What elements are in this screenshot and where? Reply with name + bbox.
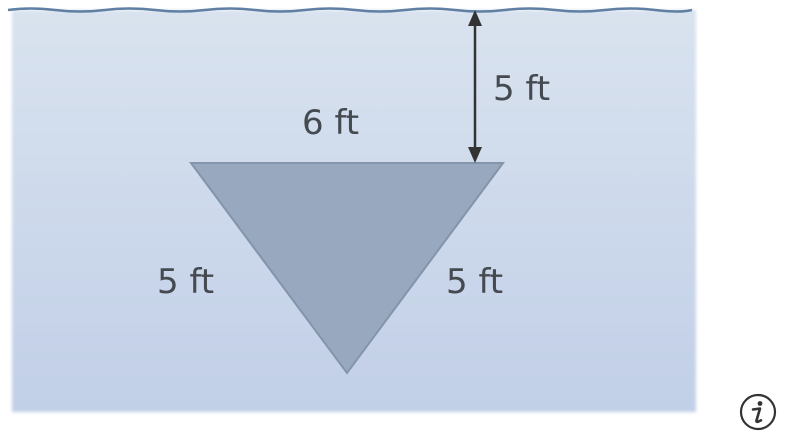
info-button[interactable]	[738, 392, 778, 432]
depth-arrow-head-bottom	[468, 147, 482, 163]
water-surface-line	[7, 7, 693, 13]
top-side-label: 6 ft	[302, 103, 360, 143]
info-icon	[739, 393, 777, 431]
right-side-label: 5 ft	[446, 262, 504, 302]
depth-label: 5 ft	[493, 69, 551, 109]
left-side-label: 5 ft	[157, 262, 215, 302]
triangular-plate	[189, 162, 505, 375]
depth-arrow-head-top	[468, 10, 482, 26]
